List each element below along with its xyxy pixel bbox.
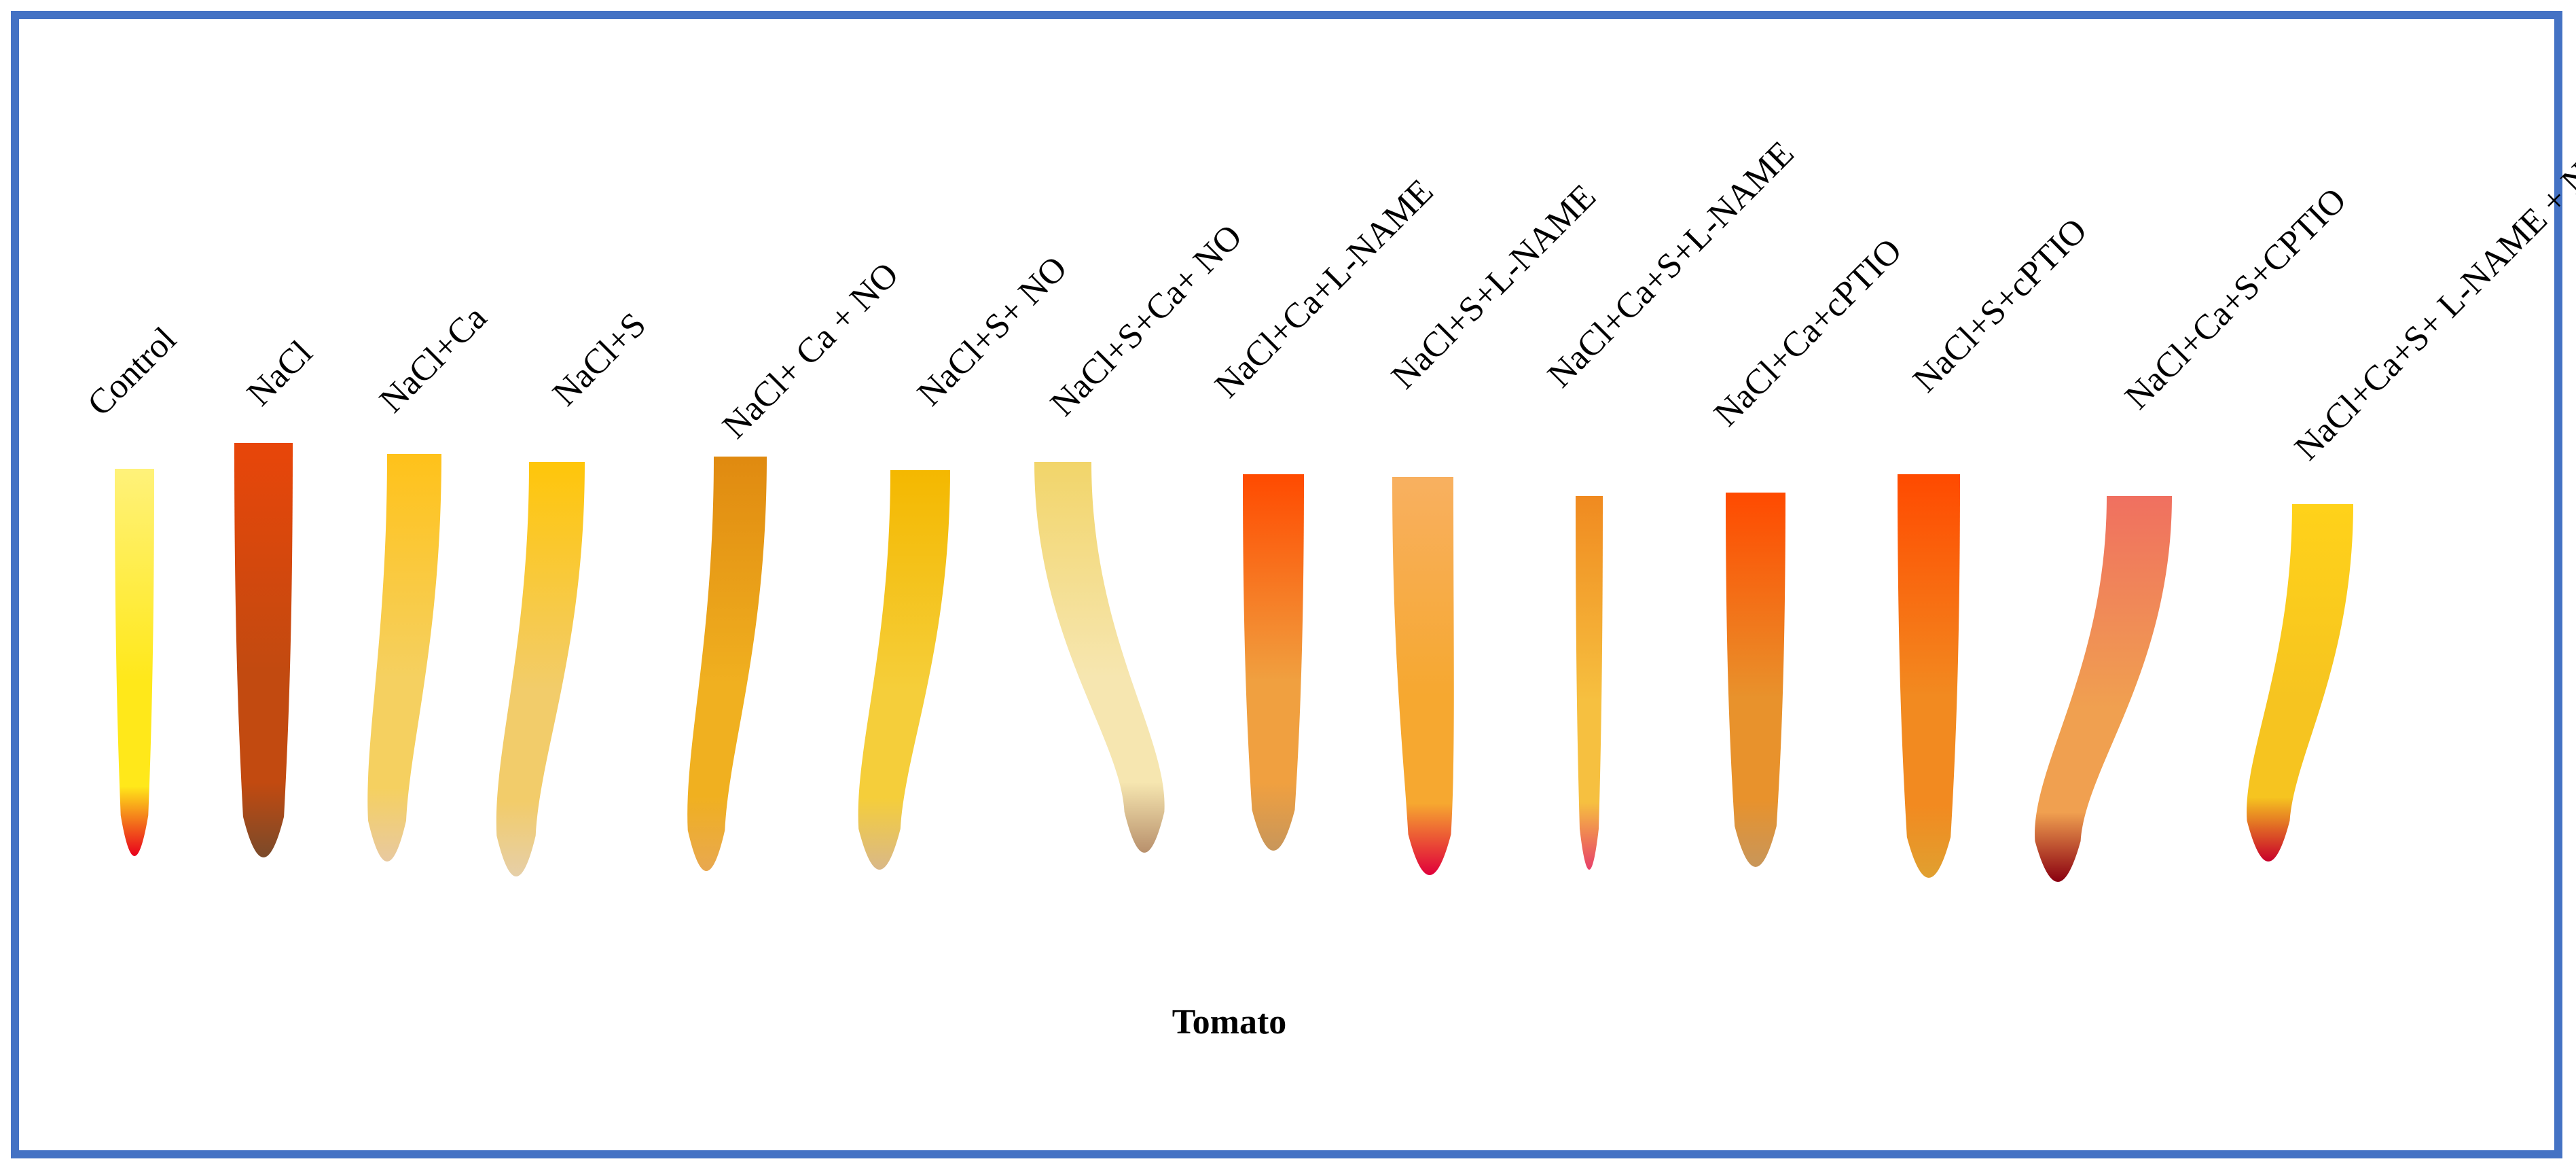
crop-label: Tomato bbox=[1172, 1003, 1287, 1042]
root-sample bbox=[1034, 462, 1165, 853]
root-sample bbox=[687, 457, 767, 871]
root-sample bbox=[234, 443, 293, 857]
root-sample bbox=[858, 470, 950, 870]
treatment-label: NaCl+S+Ca+ NO bbox=[1043, 217, 1250, 424]
treatment-label: NaCl+Ca+S+CPTIO bbox=[2118, 181, 2354, 417]
root-sample bbox=[1243, 474, 1304, 851]
treatment-label: NaCl+Ca+cPTIO bbox=[1707, 231, 1909, 433]
root-sample bbox=[1898, 474, 1960, 878]
root-sample bbox=[1576, 496, 1603, 870]
root-sample bbox=[1392, 477, 1454, 875]
treatment-label: NaCl+ Ca + NO bbox=[715, 255, 906, 446]
treatment-label: NaCl+Ca bbox=[372, 298, 494, 421]
root-sample bbox=[496, 462, 585, 876]
root-sample bbox=[1726, 493, 1785, 867]
treatment-label: NaCl+S bbox=[545, 305, 653, 413]
treatment-labels: Control NaCl NaCl+Ca NaCl+S NaCl+ Ca + NO NaC… bbox=[80, 134, 2576, 467]
root-samples bbox=[115, 443, 2353, 882]
root-sample bbox=[2035, 496, 2172, 882]
treatment-label: NaCl bbox=[240, 334, 320, 414]
root-sample bbox=[2247, 504, 2353, 862]
treatment-label: NaCl+S+cPTIO bbox=[1906, 211, 2094, 400]
treatment-label: Control bbox=[80, 320, 184, 424]
root-sample bbox=[115, 469, 154, 856]
root-sample bbox=[367, 454, 441, 862]
